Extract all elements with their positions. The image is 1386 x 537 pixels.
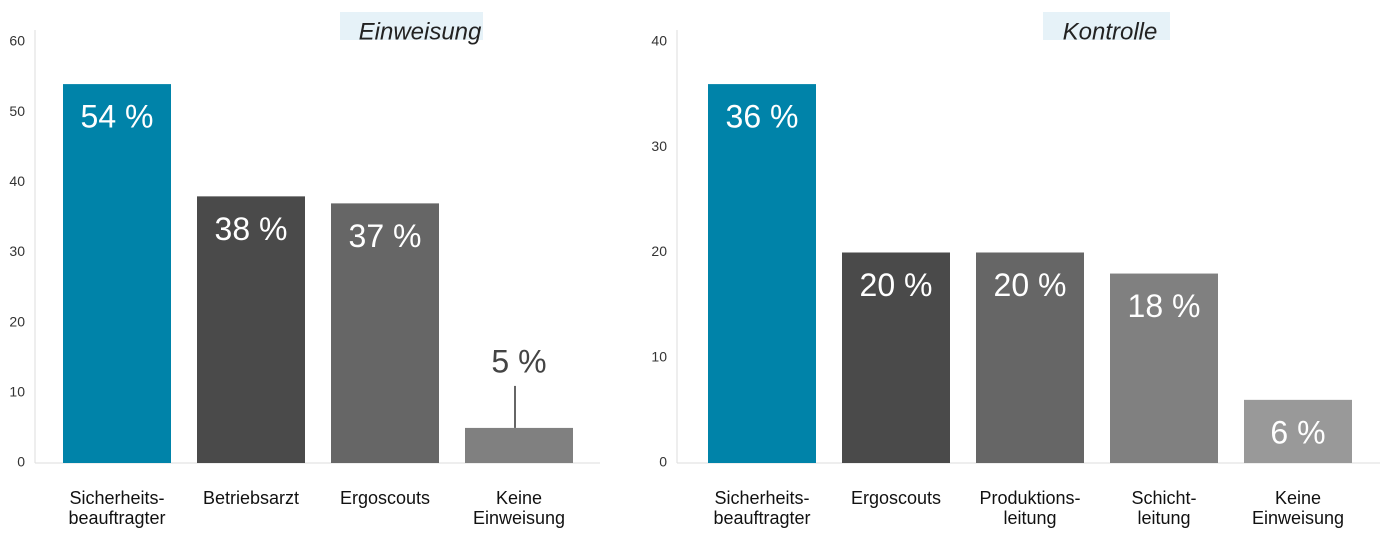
value-label: 6 %: [1270, 414, 1325, 450]
x-tick-label: Betriebsarzt: [202, 488, 300, 508]
x-tick-label: Keine Einweisung: [472, 488, 566, 528]
y-tick-label: 0: [659, 454, 667, 470]
bar: [1244, 399, 1352, 463]
y-tick-label: 10: [9, 384, 25, 400]
chart-title: Einweisung: [359, 18, 482, 45]
x-tick-label: Schicht- leitung: [1131, 488, 1197, 528]
x-tick-label: Ergoscouts: [850, 488, 942, 508]
value-label: 20 %: [994, 267, 1067, 303]
bar: [197, 196, 305, 463]
y-tick-label: 20: [651, 243, 667, 259]
x-tick-label: Produktions- leitung: [979, 488, 1081, 528]
bar: [465, 427, 573, 463]
y-tick-label: 10: [651, 348, 667, 364]
value-label: 37 %: [349, 218, 422, 254]
x-tick-label: Keine Einweisung: [1251, 488, 1345, 528]
y-tick-label: 40: [651, 33, 667, 49]
bar: [63, 84, 171, 463]
chart-title: Kontrolle: [1063, 18, 1158, 45]
y-tick-label: 40: [9, 173, 25, 189]
y-tick-label: 20: [9, 313, 25, 329]
title-highlight: [1043, 12, 1170, 40]
bar: [976, 252, 1084, 463]
bar: [842, 252, 950, 463]
value-label: 38 %: [215, 211, 288, 247]
bar: [708, 84, 816, 463]
y-tick-label: 50: [9, 103, 25, 119]
value-label: 5 %: [491, 343, 546, 379]
x-tick-label: Sicherheits- beauftragter: [713, 488, 811, 528]
x-tick-label: Sicherheits- beauftragter: [68, 488, 166, 528]
x-tick-label: Ergoscouts: [339, 488, 431, 508]
value-label: 18 %: [1128, 288, 1201, 324]
value-label: 54 %: [81, 99, 154, 135]
y-tick-label: 60: [9, 33, 25, 49]
bar: [1110, 273, 1218, 463]
y-tick-label: 0: [17, 454, 25, 470]
title-highlight: [340, 12, 483, 40]
y-tick-label: 30: [651, 138, 667, 154]
y-tick-label: 30: [9, 243, 25, 259]
bar: [331, 203, 439, 463]
value-label: 20 %: [860, 267, 933, 303]
value-label: 36 %: [726, 99, 799, 135]
